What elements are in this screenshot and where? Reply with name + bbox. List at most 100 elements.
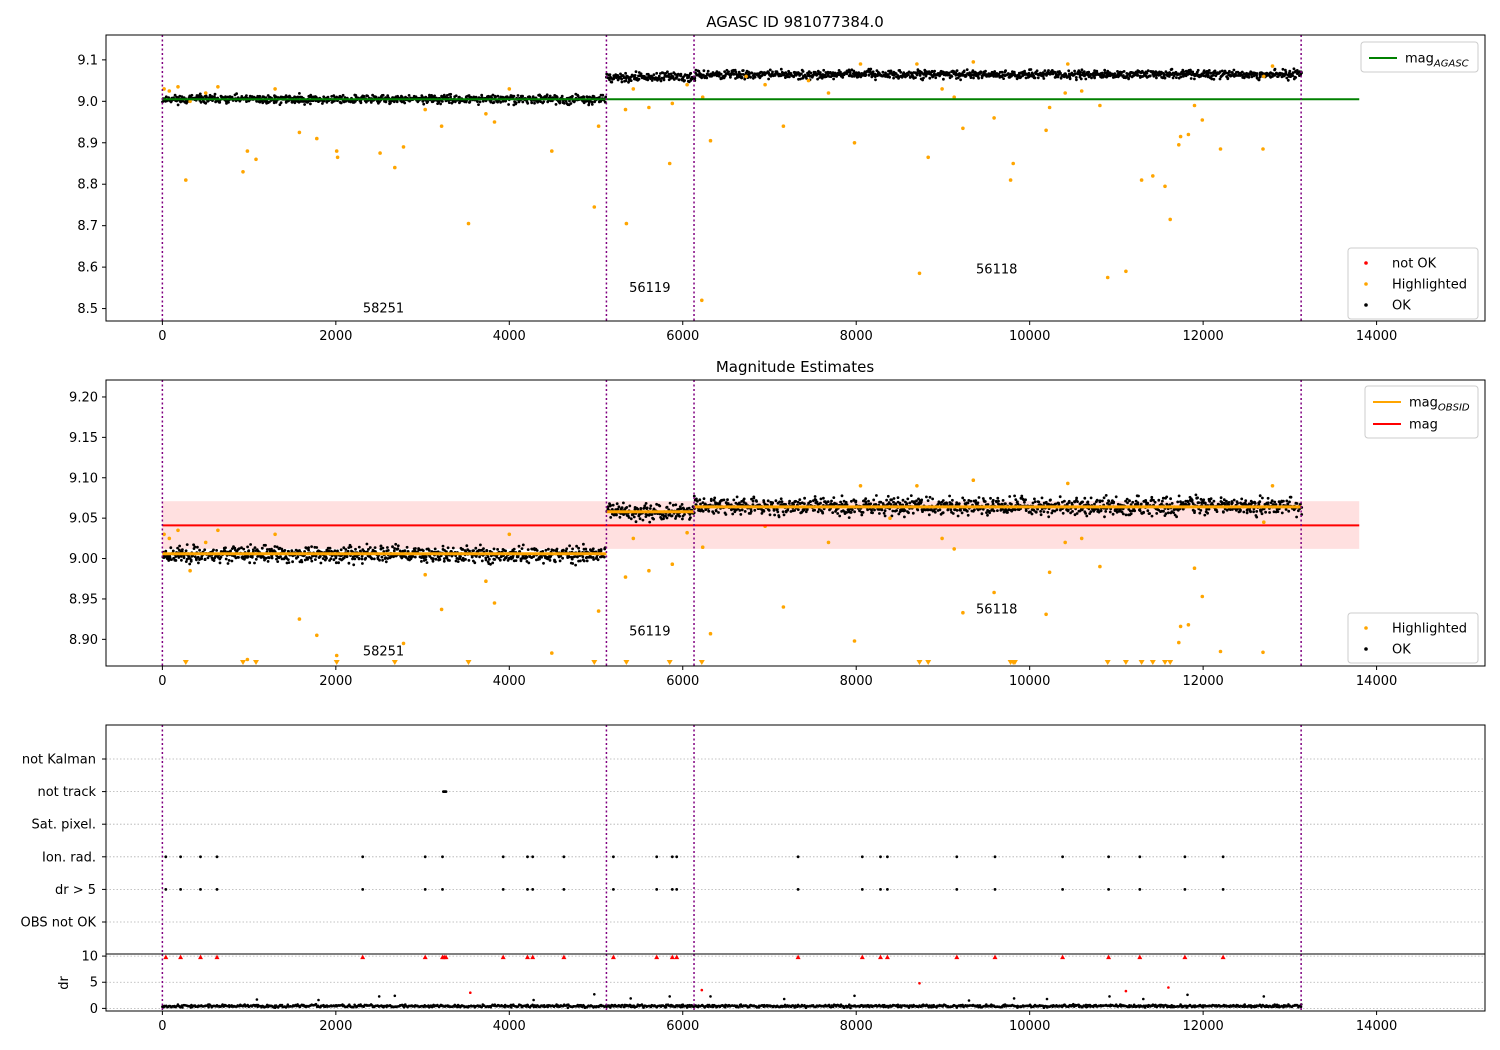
x-tick-label: 6000 [666, 674, 699, 689]
y-tick-label: 8.5 [77, 302, 98, 317]
highlighted-point [708, 138, 713, 143]
ok-point [396, 544, 400, 548]
ok-point [334, 556, 338, 560]
ok-point [1294, 76, 1298, 79]
ok-point [224, 546, 227, 550]
ok-point [458, 95, 461, 99]
ok-point [934, 76, 938, 80]
ok-point [868, 69, 872, 73]
x-tick-label: 4000 [493, 329, 526, 344]
highlighted-point [466, 221, 471, 226]
flag-point [886, 888, 889, 891]
ok-point [422, 102, 426, 106]
ok-point [447, 101, 451, 104]
highlighted-point [1270, 484, 1275, 488]
ok-point [889, 70, 893, 73]
ok-point [571, 547, 574, 551]
ok-point [1193, 77, 1196, 81]
flag-point [1138, 855, 1142, 859]
ok-point [245, 100, 248, 103]
y-tick-label: 9.20 [69, 390, 98, 405]
highlighted-point [1200, 118, 1205, 122]
ok-point [386, 546, 389, 549]
ok-point [555, 96, 559, 99]
highlighted-point [700, 298, 704, 303]
ok-point [459, 555, 462, 558]
ok-point [922, 76, 925, 80]
flag-point [179, 888, 183, 891]
flag-point [441, 855, 444, 859]
ok-point [740, 76, 744, 79]
ok-point [1127, 76, 1130, 80]
ok-point [190, 93, 194, 97]
ok-point [389, 101, 392, 105]
ok-point [197, 561, 200, 565]
ok-point [240, 546, 243, 550]
ok-point [582, 559, 586, 563]
ok-point [909, 494, 913, 497]
ok-point [1059, 76, 1063, 80]
ok-point [799, 77, 802, 81]
ok-point [1095, 498, 1099, 502]
ok-point [977, 76, 980, 80]
legend-point-swatch [1364, 303, 1368, 307]
ok-point [230, 95, 234, 99]
ok-point [956, 514, 960, 518]
ok-point [646, 78, 650, 82]
ok-point [260, 546, 264, 550]
ok-point [697, 69, 701, 73]
highlighted-point [917, 271, 922, 276]
flag-point [526, 888, 529, 891]
ok-point [300, 560, 304, 564]
ok-point [849, 511, 852, 514]
ok-point [890, 498, 893, 502]
flag-point [215, 888, 219, 891]
ok-point [1039, 513, 1043, 517]
highlighted-point [167, 89, 172, 93]
ok-point [1059, 71, 1062, 75]
ok-point [381, 558, 384, 562]
ok-point [774, 499, 778, 503]
ok-point [370, 557, 374, 561]
flag-point [361, 888, 365, 891]
ok-point [372, 557, 376, 561]
ok-point [610, 80, 614, 84]
ok-point [354, 547, 357, 551]
ok-point [437, 100, 441, 104]
legend-line-label: magAGASC [1405, 52, 1469, 70]
ok-point [780, 500, 784, 504]
ok-point [910, 72, 914, 76]
ok-point [380, 555, 384, 559]
ok-point [1170, 67, 1174, 71]
ok-point [174, 559, 178, 562]
ok-point [996, 509, 999, 512]
ok-point [632, 515, 636, 519]
flag-category-label: dr > 5 [55, 883, 96, 898]
flag-point [199, 855, 202, 859]
ok-point [624, 71, 627, 75]
ok-point [611, 503, 615, 507]
highlighted-point [1066, 62, 1070, 66]
ok-point [248, 561, 252, 565]
highlighted-point [1270, 64, 1275, 68]
ok-point [173, 93, 177, 97]
highlighted-point [1105, 275, 1110, 280]
y-tick-label: 9.00 [69, 552, 98, 567]
ok-point [670, 514, 674, 518]
ok-point [850, 499, 853, 503]
ok-point [582, 95, 586, 99]
ok-point [1270, 499, 1274, 503]
ok-point [357, 545, 361, 549]
ok-point [1257, 78, 1261, 82]
flag-point [612, 888, 615, 891]
ok-point [1212, 77, 1216, 81]
highlighted-point [1011, 161, 1015, 166]
ok-point [577, 546, 580, 550]
ok-point [776, 510, 780, 514]
ok-point [678, 78, 681, 82]
ok-point [352, 563, 356, 567]
ok-point [629, 517, 633, 521]
ok-point [749, 510, 753, 513]
ok-point [724, 513, 728, 516]
highlighted-point [167, 536, 172, 541]
